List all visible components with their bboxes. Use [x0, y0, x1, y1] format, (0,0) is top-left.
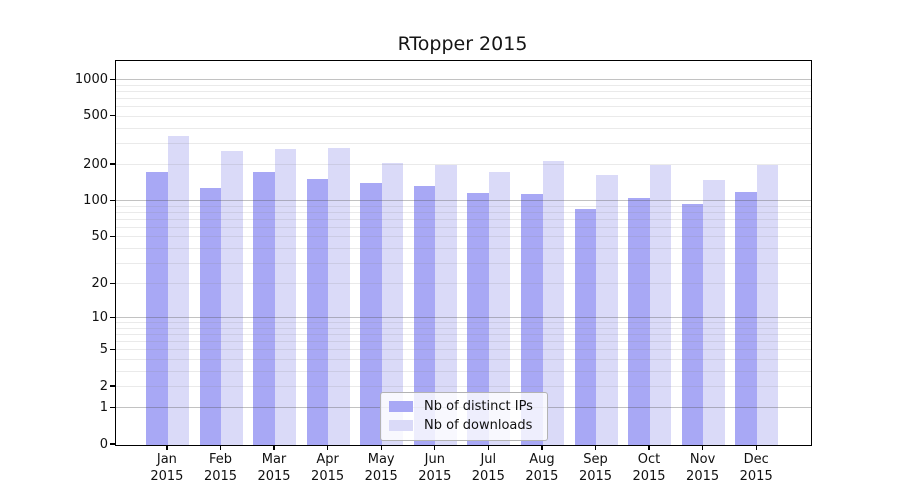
x-tick-mark-apr — [326, 445, 329, 450]
y-tick-mark-5 — [110, 348, 115, 351]
legend-label-distinct-ips: Nb of distinct IPs — [424, 399, 533, 414]
y-tick-label-0: 0 — [99, 436, 108, 452]
x-tick-mark-jul — [487, 445, 489, 450]
y-tick-mark-100 — [110, 199, 115, 201]
bar-downloads-aug — [542, 161, 564, 445]
y-tick-mark-0 — [110, 443, 115, 445]
bar-distinct-ips-jan — [146, 172, 168, 445]
x-tick-mark-jan — [166, 445, 168, 450]
y-tick-label-50: 50 — [91, 228, 108, 244]
x-tick-label-nov: Nov 2015 — [686, 452, 720, 484]
y-tick-label-100: 100 — [83, 192, 108, 208]
x-tick-mark-sep — [594, 445, 597, 450]
x-tick-mark-oct — [648, 445, 650, 450]
y-tick-label-1: 1 — [99, 399, 108, 415]
bar-distinct-ips-mar — [253, 172, 275, 445]
x-tick-label-jan: Jan 2015 — [150, 452, 184, 484]
bar-downloads-feb — [221, 151, 243, 445]
y-tick-mark-2 — [110, 385, 115, 387]
y-tick-label-200: 200 — [83, 156, 108, 172]
x-tick-label-apr: Apr 2015 — [311, 452, 345, 484]
bar-downloads-nov — [703, 180, 725, 445]
y-tick-mark-1 — [110, 406, 115, 409]
chart-title: RTopper 2015 — [397, 33, 528, 55]
x-tick-label-may: May 2015 — [364, 452, 398, 484]
y-tick-mark-20 — [110, 282, 115, 284]
x-tick-mark-mar — [273, 445, 275, 450]
bar-distinct-ips-nov — [681, 204, 704, 445]
bar-distinct-ips-sep — [574, 208, 597, 445]
x-tick-label-sep: Sep 2015 — [578, 452, 613, 484]
legend-swatch-downloads — [389, 420, 413, 431]
x-tick-mark-jun — [434, 445, 436, 450]
x-tick-mark-aug — [541, 445, 543, 450]
x-tick-mark-feb — [219, 445, 222, 450]
x-tick-label-jun: Jun 2015 — [418, 452, 452, 484]
bar-distinct-ips-may — [360, 182, 382, 445]
legend-row-distinct-ips: Nb of distinct IPs — [389, 397, 539, 416]
y-tick-label-10: 10 — [91, 309, 108, 325]
bar-distinct-ips-dec — [735, 191, 757, 445]
x-tick-label-feb: Feb 2015 — [203, 452, 238, 484]
bar-downloads-may — [381, 162, 404, 445]
y-tick-label-2: 2 — [99, 378, 108, 394]
bar-downloads-jan — [167, 136, 189, 445]
legend: Nb of distinct IPs Nb of downloads — [380, 392, 548, 441]
bar-downloads-jul — [488, 172, 511, 445]
bars-layer — [116, 61, 811, 445]
bar-distinct-ips-jul — [467, 192, 489, 445]
bar-downloads-dec — [756, 164, 779, 445]
legend-label-downloads: Nb of downloads — [424, 418, 533, 433]
y-tick-label-20: 20 — [91, 275, 108, 291]
x-tick-label-dec: Dec 2015 — [739, 452, 773, 484]
y-tick-label-5: 5 — [99, 341, 108, 357]
y-tick-mark-10 — [110, 316, 115, 319]
x-tick-mark-dec — [755, 445, 757, 450]
y-tick-mark-200 — [110, 163, 115, 165]
y-tick-mark-500 — [110, 115, 115, 117]
bar-downloads-sep — [596, 174, 618, 445]
bar-distinct-ips-feb — [199, 187, 222, 445]
y-tick-mark-1000 — [110, 78, 115, 80]
y-tick-label-500: 500 — [83, 108, 108, 124]
legend-row-downloads: Nb of downloads — [389, 416, 539, 435]
bar-downloads-oct — [649, 164, 672, 445]
bar-downloads-mar — [274, 148, 297, 445]
y-tick-label-1000: 1000 — [74, 71, 108, 87]
bar-distinct-ips-apr — [306, 179, 329, 445]
x-tick-mark-nov — [701, 445, 704, 450]
x-tick-label-oct: Oct 2015 — [632, 452, 666, 484]
x-tick-label-aug: Aug 2015 — [525, 452, 559, 484]
legend-swatch-distinct-ips — [389, 401, 413, 412]
x-tick-mark-may — [380, 445, 382, 450]
bar-distinct-ips-jun — [413, 185, 436, 445]
bar-downloads-apr — [328, 148, 350, 445]
y-tick-mark-50 — [110, 235, 115, 238]
bar-distinct-ips-oct — [628, 197, 650, 445]
x-tick-label-jul: Jul 2015 — [471, 452, 505, 484]
bar-downloads-jun — [435, 165, 457, 445]
plot-area: Nb of distinct IPs Nb of downloads — [115, 60, 812, 446]
x-tick-label-mar: Mar 2015 — [257, 452, 291, 484]
bar-distinct-ips-aug — [521, 193, 543, 445]
